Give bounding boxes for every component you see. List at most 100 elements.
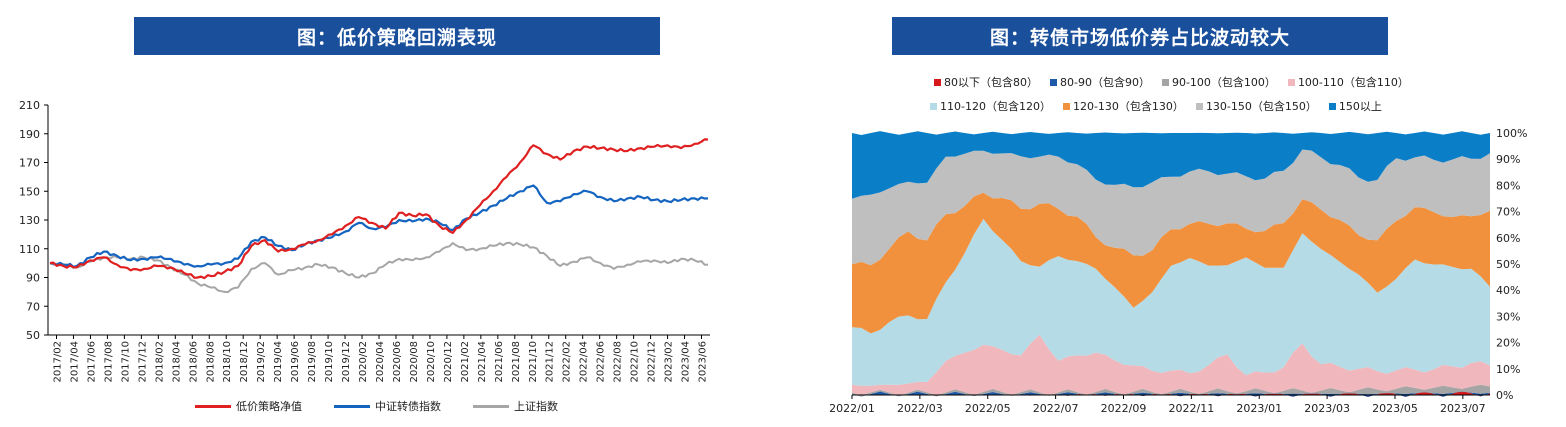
x-tick-label: 2020/04 xyxy=(375,341,386,383)
legend-label: 150以上 xyxy=(1338,100,1382,113)
legend-label: 中证转债指数 xyxy=(375,400,441,413)
x-tick-label: 2020/06 xyxy=(392,341,403,383)
y-tick-label: 70 xyxy=(26,300,40,313)
y-tick-label: 50% xyxy=(1496,258,1520,271)
right-legend-item: 120-130（包含130） xyxy=(1062,98,1184,114)
y-tick-label: 60% xyxy=(1496,232,1520,245)
x-tick-label: 2020/02 xyxy=(358,341,369,383)
area-series-7 xyxy=(852,131,1490,199)
x-tick-label: 2019/12 xyxy=(341,341,352,383)
x-tick-label: 2017/06 xyxy=(86,341,97,383)
y-tick-label: 30% xyxy=(1496,310,1520,323)
x-tick-label: 2022/06 xyxy=(596,341,607,383)
legend-line-swatch xyxy=(473,404,509,408)
y-tick-label: 190 xyxy=(19,128,40,141)
x-tick-label: 2022/12 xyxy=(647,341,658,383)
x-tick-label: 2023/06 xyxy=(698,341,709,383)
x-tick-label: 2019/10 xyxy=(324,341,335,383)
y-tick-label: 40% xyxy=(1496,284,1520,297)
left-legend-item: 中证转债指数 xyxy=(334,398,441,414)
x-tick-label: 2017/10 xyxy=(120,341,131,383)
x-tick-label: 2020/08 xyxy=(409,341,420,383)
x-tick-label: 2018/04 xyxy=(171,341,182,383)
x-tick-label: 2022/08 xyxy=(613,341,624,383)
legend-label: 80以下（包含80） xyxy=(944,76,1038,89)
legend-label: 120-130（包含130） xyxy=(1072,100,1184,113)
area-series-4 xyxy=(852,218,1490,386)
x-tick-label: 2022/04 xyxy=(579,341,590,383)
x-tick-label: 2022/02 xyxy=(562,341,573,383)
legend-label: 110-120（包含120） xyxy=(940,100,1051,113)
left-legend-item: 低价策略净值 xyxy=(195,398,302,414)
x-tick-label: 2023/04 xyxy=(681,341,692,383)
x-tick-label: 2022/07 xyxy=(1033,402,1079,415)
right-legend-item: 100-110（包含110） xyxy=(1287,74,1409,90)
x-tick-label: 2018/10 xyxy=(222,341,233,383)
x-tick-label: 2021/10 xyxy=(528,341,539,383)
x-tick-label: 2018/06 xyxy=(188,341,199,383)
x-tick-label: 2021/02 xyxy=(460,341,471,383)
right-legend-item: 80-90（包含90） xyxy=(1050,74,1150,90)
left-legend: 低价策略净值 中证转债指数 上证指数 xyxy=(195,398,615,414)
x-tick-label: 2019/04 xyxy=(273,341,284,383)
x-tick-label: 2022/03 xyxy=(897,402,943,415)
x-tick-label: 2019/08 xyxy=(307,341,318,383)
area-series-2 xyxy=(852,384,1490,397)
x-tick-label: 2018/08 xyxy=(205,341,216,383)
legend-label: 上证指数 xyxy=(514,400,558,413)
x-tick-label: 2020/10 xyxy=(426,341,437,383)
x-tick-label: 2022/09 xyxy=(1101,402,1147,415)
area-series-6 xyxy=(852,149,1490,266)
right-legend-item: 80以下（包含80） xyxy=(934,74,1038,90)
x-tick-label: 2023/05 xyxy=(1372,402,1418,415)
area-series-5 xyxy=(852,192,1490,334)
x-tick-label: 2018/12 xyxy=(239,341,250,383)
legend-swatch xyxy=(1287,78,1295,86)
x-tick-label: 2022/05 xyxy=(965,402,1011,415)
legend-label: 130-150（包含150） xyxy=(1205,100,1317,113)
right-chart-title: 图：转债市场低价券占比波动较大 xyxy=(892,17,1388,55)
y-tick-label: 100% xyxy=(1496,127,1527,140)
y-tick-label: 20% xyxy=(1496,337,1520,350)
x-tick-label: 2017/04 xyxy=(69,341,80,383)
right-legend-item: 110-120（包含120） xyxy=(930,98,1051,114)
left-line-chart: 50 70 90 110 130 150 170 190 210 2017/02 2017/04 20… xyxy=(19,99,710,383)
x-tick-label: 2022/10 xyxy=(630,341,641,383)
right-legend-item: 90-100（包含100） xyxy=(1161,74,1276,90)
series-line-2 xyxy=(49,241,709,294)
y-tick-label: 80% xyxy=(1496,179,1520,192)
x-tick-label: 2017/12 xyxy=(137,341,148,383)
x-tick-label: 2023/07 xyxy=(1440,402,1486,415)
x-tick-label: 2021/04 xyxy=(477,341,488,383)
x-tick-label: 2023/03 xyxy=(1304,402,1350,415)
legend-label: 低价策略净值 xyxy=(236,400,302,413)
x-tick-label: 2019/02 xyxy=(256,341,267,383)
legend-label: 100-110（包含110） xyxy=(1297,76,1409,89)
legend-swatch xyxy=(1050,78,1057,86)
x-tick-label: 2021/12 xyxy=(545,341,556,383)
legend-label: 80-90（包含90） xyxy=(1060,76,1150,89)
right-area-chart: 0% 10% 20% 30% 40% 50% 60% 70% 80% 90% 100% 2022/01… xyxy=(829,127,1527,415)
series-line-0 xyxy=(49,138,709,280)
legend-row: 80以下（包含80） 80-90（包含90） 90-100（包含100） 100-11… xyxy=(930,70,1450,94)
y-tick-label: 150 xyxy=(19,185,40,198)
y-tick-label: 130 xyxy=(19,214,40,227)
x-tick-label: 2020/12 xyxy=(443,341,454,383)
left-chart-title: 图：低价策略回溯表现 xyxy=(134,17,660,55)
x-tick-label: 2017/08 xyxy=(103,341,114,383)
legend-line-swatch xyxy=(195,404,231,408)
y-tick-label: 50 xyxy=(26,329,40,342)
legend-swatch xyxy=(934,78,941,86)
legend-swatch xyxy=(1328,102,1336,110)
x-tick-label: 2019/06 xyxy=(290,341,301,383)
y-tick-label: 90 xyxy=(26,272,40,285)
legend-swatch xyxy=(930,102,937,110)
y-tick-label: 10% xyxy=(1496,363,1520,376)
y-tick-label: 0% xyxy=(1496,389,1513,402)
legend-swatch xyxy=(1062,102,1070,110)
x-tick-label: 2018/02 xyxy=(154,341,165,383)
legend-line-swatch xyxy=(334,404,370,408)
x-tick-label: 2021/08 xyxy=(511,341,522,383)
x-tick-label: 2017/02 xyxy=(52,341,63,383)
right-legend-item: 150以上 xyxy=(1328,98,1382,114)
